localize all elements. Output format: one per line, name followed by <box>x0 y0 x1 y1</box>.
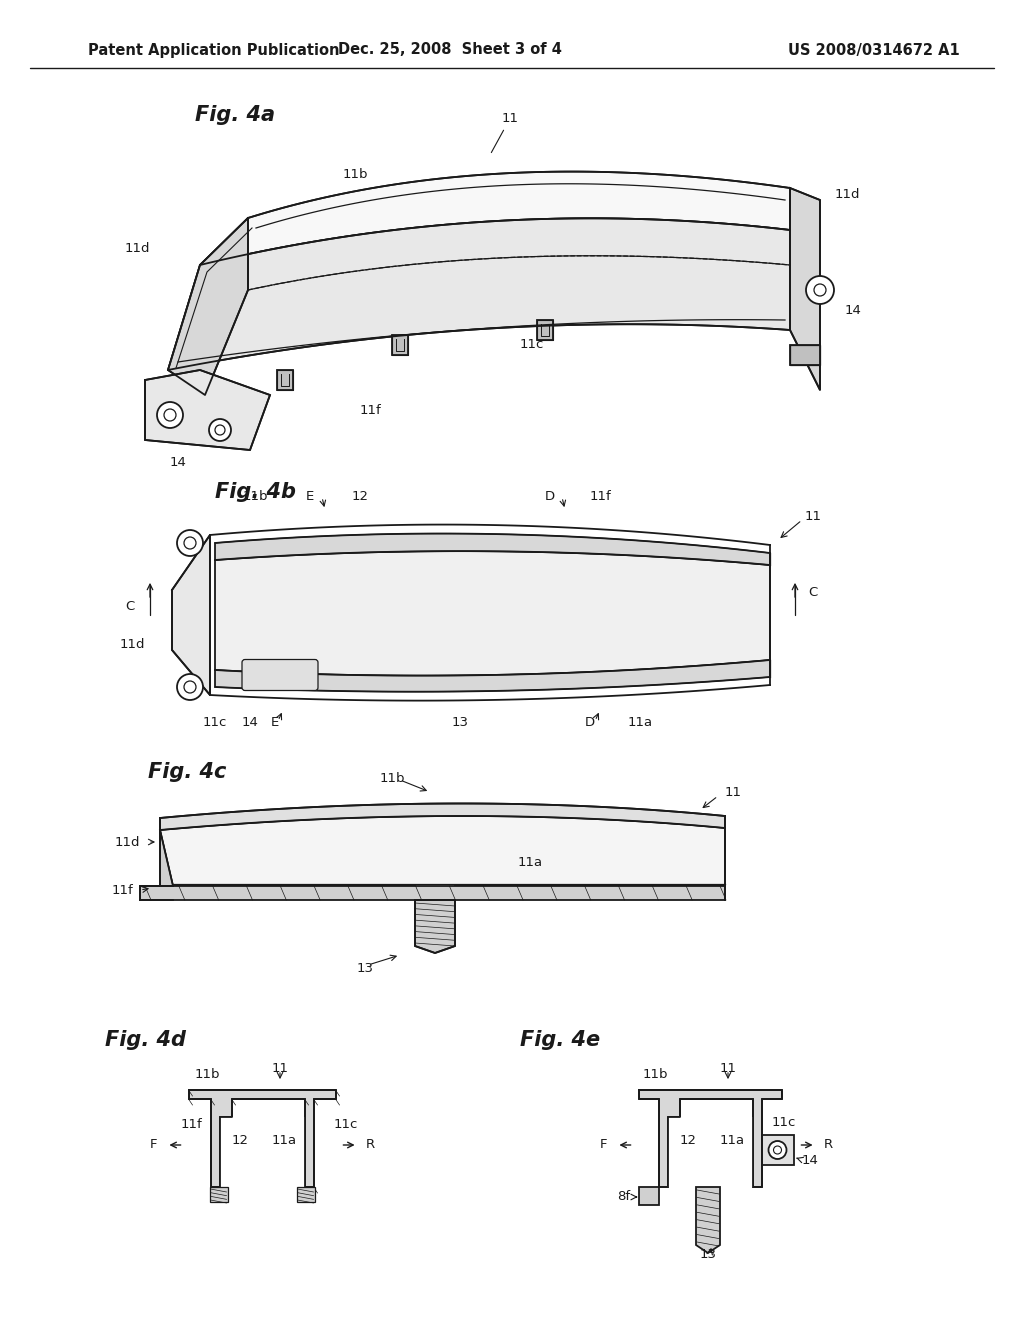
Text: Fig. 4e: Fig. 4e <box>520 1030 600 1049</box>
Circle shape <box>209 418 231 441</box>
Text: 14: 14 <box>845 304 862 317</box>
Polygon shape <box>168 218 248 395</box>
Circle shape <box>184 681 196 693</box>
Polygon shape <box>639 1187 658 1205</box>
Text: 12: 12 <box>680 1134 696 1147</box>
Polygon shape <box>297 1187 314 1203</box>
Text: Patent Application Publication: Patent Application Publication <box>88 42 340 58</box>
Text: D: D <box>585 717 595 730</box>
Text: Fig. 4d: Fig. 4d <box>105 1030 186 1049</box>
Polygon shape <box>188 1090 336 1187</box>
Text: F: F <box>150 1138 158 1151</box>
Text: R: R <box>824 1138 834 1151</box>
Polygon shape <box>415 900 455 953</box>
FancyBboxPatch shape <box>242 660 318 690</box>
Text: 11f: 11f <box>112 883 133 896</box>
Polygon shape <box>790 345 820 366</box>
Circle shape <box>157 403 183 428</box>
Text: 11c: 11c <box>203 717 227 730</box>
Text: 11f: 11f <box>180 1118 202 1131</box>
Circle shape <box>184 537 196 549</box>
Polygon shape <box>160 818 173 886</box>
Text: Fig. 4a: Fig. 4a <box>195 106 275 125</box>
Text: 11d: 11d <box>125 242 150 255</box>
Text: 13: 13 <box>356 961 374 974</box>
Polygon shape <box>168 218 790 370</box>
Circle shape <box>177 675 203 700</box>
Text: 11d: 11d <box>115 836 140 849</box>
Text: 11a: 11a <box>720 1134 744 1147</box>
Text: 11b: 11b <box>195 1068 220 1081</box>
Text: 14: 14 <box>802 1154 818 1167</box>
Polygon shape <box>140 816 725 900</box>
Text: 11: 11 <box>272 1061 289 1074</box>
Text: E: E <box>306 491 314 503</box>
Polygon shape <box>668 1117 753 1187</box>
Text: Fig. 4c: Fig. 4c <box>148 762 226 781</box>
Text: F: F <box>600 1138 607 1151</box>
Polygon shape <box>790 187 820 389</box>
Text: C: C <box>126 601 135 614</box>
Polygon shape <box>696 1187 720 1253</box>
Text: 14: 14 <box>242 717 258 730</box>
Text: 11c: 11c <box>520 338 545 351</box>
Text: 11b: 11b <box>379 771 404 784</box>
Polygon shape <box>200 172 790 265</box>
Circle shape <box>215 425 225 436</box>
Circle shape <box>814 284 826 296</box>
Text: 11b: 11b <box>642 1068 668 1081</box>
Text: R: R <box>366 1138 375 1151</box>
Text: D: D <box>545 491 555 503</box>
Text: 11c: 11c <box>334 1118 358 1131</box>
Text: 11f: 11f <box>359 404 381 417</box>
Polygon shape <box>762 1135 794 1166</box>
Polygon shape <box>392 335 408 355</box>
Polygon shape <box>140 886 725 900</box>
Polygon shape <box>215 533 770 565</box>
Text: 11a: 11a <box>517 855 543 869</box>
Circle shape <box>177 531 203 556</box>
Circle shape <box>768 1140 786 1159</box>
Text: 11: 11 <box>720 1061 737 1074</box>
Text: 14: 14 <box>170 455 186 469</box>
Circle shape <box>164 409 176 421</box>
Text: Dec. 25, 2008  Sheet 3 of 4: Dec. 25, 2008 Sheet 3 of 4 <box>338 42 562 58</box>
Text: C: C <box>808 586 817 599</box>
Polygon shape <box>215 552 770 676</box>
Polygon shape <box>219 1117 304 1187</box>
Text: 11: 11 <box>492 112 518 153</box>
Text: 13: 13 <box>699 1249 717 1262</box>
Polygon shape <box>172 535 210 696</box>
Text: 11d: 11d <box>835 189 860 202</box>
Text: 11b: 11b <box>342 169 368 181</box>
Text: E: E <box>271 717 280 730</box>
Text: 11: 11 <box>805 511 822 524</box>
Polygon shape <box>215 660 770 692</box>
Polygon shape <box>210 1187 227 1203</box>
Text: 11f: 11f <box>589 491 611 503</box>
Text: 12: 12 <box>351 491 369 503</box>
Text: 11a: 11a <box>628 717 652 730</box>
Text: 11a: 11a <box>271 1134 297 1147</box>
Polygon shape <box>639 1090 781 1187</box>
Polygon shape <box>537 319 553 341</box>
Text: 13: 13 <box>452 717 469 730</box>
Polygon shape <box>278 370 293 389</box>
Polygon shape <box>145 370 270 450</box>
Text: 11: 11 <box>725 787 742 800</box>
Text: Fig. 4b: Fig. 4b <box>215 482 296 502</box>
Circle shape <box>806 276 834 304</box>
Text: 11c: 11c <box>772 1117 797 1130</box>
Text: 11d: 11d <box>120 639 145 652</box>
Polygon shape <box>160 804 725 830</box>
Circle shape <box>773 1146 781 1154</box>
Text: 8f: 8f <box>617 1191 631 1204</box>
Text: 12: 12 <box>231 1134 249 1147</box>
Text: US 2008/0314672 A1: US 2008/0314672 A1 <box>788 42 961 58</box>
Text: 11b: 11b <box>243 491 267 503</box>
